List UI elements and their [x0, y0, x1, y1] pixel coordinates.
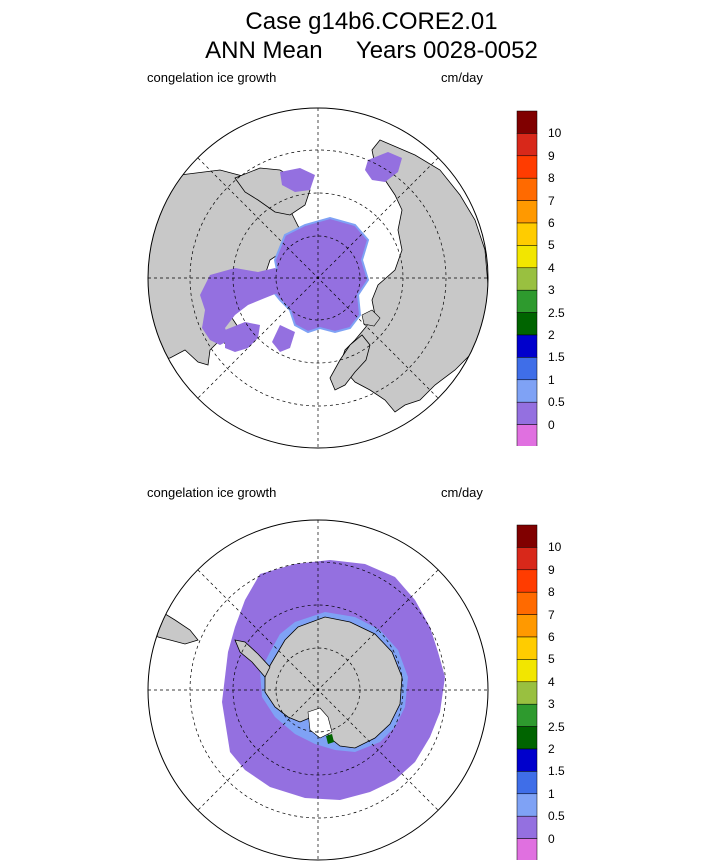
nh-map-border — [147, 107, 489, 449]
figure-title: Case g14b6.CORE2.01 — [245, 8, 498, 35]
nh-colorbar-swatch — [516, 177, 538, 201]
nh-colorbar-tick-label: 10 — [548, 126, 562, 141]
nh-ice-baffin — [272, 325, 295, 352]
nh-colorbar-tick-label: 4 — [548, 260, 555, 275]
nh-colorbar-swatch — [516, 245, 538, 269]
sh-units-label: cm/day — [441, 485, 483, 500]
sh-blue-spot — [326, 734, 334, 744]
sh-colorbar-swatch — [516, 569, 538, 593]
sh-map-border — [147, 519, 489, 861]
nh-colorbar-tick-label: 1.5 — [548, 350, 565, 365]
sh-colorbar-swatch — [516, 771, 538, 795]
nh-colorbar-swatch — [516, 401, 538, 425]
nh-ice-bering — [280, 168, 315, 192]
sh-colorbar-tick-label: 2.5 — [548, 719, 565, 734]
nh-colorbar-tick-label: 0.5 — [548, 395, 565, 410]
nh-colorbar-tick-label: 0 — [548, 417, 555, 432]
nh-land-svalbard — [361, 309, 381, 327]
nh-colorbar-swatch — [516, 289, 538, 313]
sh-colorbar-swatch — [516, 838, 538, 860]
sh-colorbar-swatch — [516, 681, 538, 705]
sh-polar-map — [147, 519, 489, 861]
sh-colorbar-tick-label: 0.5 — [548, 809, 565, 824]
sh-colorbar-tick-label: 2 — [548, 742, 555, 756]
nh-colorbar-swatch — [516, 424, 538, 446]
nh-ice-hudson-bay — [225, 322, 260, 352]
sh-colorbar-swatch — [516, 614, 538, 638]
subtitle-years: Years 0028-0052 — [355, 37, 538, 64]
sh-colorbar-swatch — [516, 815, 538, 839]
sh-graticule — [148, 520, 488, 860]
sh-colorbar-swatch — [516, 547, 538, 571]
sh-colorbar-tick-label: 0 — [548, 831, 555, 846]
sh-colorbar-swatch — [516, 793, 538, 817]
sh-colorbar-swatch — [516, 636, 538, 660]
sh-colorbar-tick-label: 6 — [548, 630, 555, 644]
sh-colorbar-tick-label: 8 — [548, 585, 555, 600]
nh-polar-map — [147, 107, 489, 449]
figure-subtitle: ANN Mean Years 0028-0052 — [10, 37, 723, 65]
nh-colorbar-swatch — [516, 312, 538, 336]
sh-colorbar-tick-label: 4 — [548, 674, 555, 689]
nh-colorbar-tick-label: 8 — [548, 171, 555, 186]
sh-field-label: congelation ice growth — [147, 485, 277, 500]
nh-graticule — [148, 108, 488, 448]
sh-colorbar-tick-label: 10 — [548, 540, 562, 555]
nh-land-eurasia — [339, 139, 488, 413]
sh-colorbar-swatch — [516, 524, 538, 548]
sh-colorbar-tick-label: 3 — [548, 697, 555, 712]
nh-colorbar-swatch — [516, 200, 538, 224]
nh-units-label: cm/day — [441, 70, 483, 85]
sh-land-peninsula — [234, 639, 271, 678]
sh-colorbar-tick-label: 1 — [548, 786, 555, 801]
nh-colorbar-tick-label: 2 — [548, 328, 555, 342]
nh-colorbar-swatch — [516, 222, 538, 246]
nh-colorbar-tick-label: 7 — [548, 193, 555, 208]
nh-colorbar-swatch — [516, 267, 538, 291]
sh-colorbar-tick-label: 1.5 — [548, 764, 565, 779]
nh-land-scandinavia — [329, 334, 371, 391]
sh-colorbar — [516, 524, 538, 860]
nh-colorbar-swatch — [516, 155, 538, 179]
subtitle-period: ANN Mean — [205, 37, 323, 64]
nh-colorbar-tick-label: 2.5 — [548, 305, 565, 320]
nh-colorbar-tick-label: 3 — [548, 283, 555, 298]
nh-colorbar-swatch — [516, 379, 538, 403]
sh-colorbar-swatch — [516, 748, 538, 772]
sh-colorbar-swatch — [516, 591, 538, 615]
nh-colorbar-tick-label: 9 — [548, 148, 555, 163]
nh-ice-canadian-archipelago — [200, 268, 288, 345]
sh-colorbar-swatch — [516, 659, 538, 683]
nh-colorbar-swatch — [516, 334, 538, 358]
sh-land-antarctica — [264, 616, 403, 749]
sh-colorbar-tick-label: 9 — [548, 562, 555, 577]
sh-colorbar-swatch — [516, 726, 538, 750]
nh-colorbar-tick-label: 5 — [548, 238, 555, 253]
nh-colorbar — [516, 110, 538, 446]
nh-colorbar-tick-label: 1 — [548, 372, 555, 387]
sh-ross-shelf — [307, 707, 333, 739]
sh-colorbar-tick-label: 5 — [548, 652, 555, 667]
sh-colorbar-tick-label: 7 — [548, 607, 555, 622]
nh-colorbar-swatch — [516, 357, 538, 381]
nh-ice-okhotsk — [365, 152, 402, 182]
sh-colorbar-swatch — [516, 703, 538, 727]
nh-colorbar-swatch — [516, 133, 538, 157]
nh-colorbar-swatch — [516, 110, 538, 134]
nh-field-label: congelation ice growth — [147, 70, 277, 85]
nh-colorbar-tick-label: 6 — [548, 216, 555, 230]
